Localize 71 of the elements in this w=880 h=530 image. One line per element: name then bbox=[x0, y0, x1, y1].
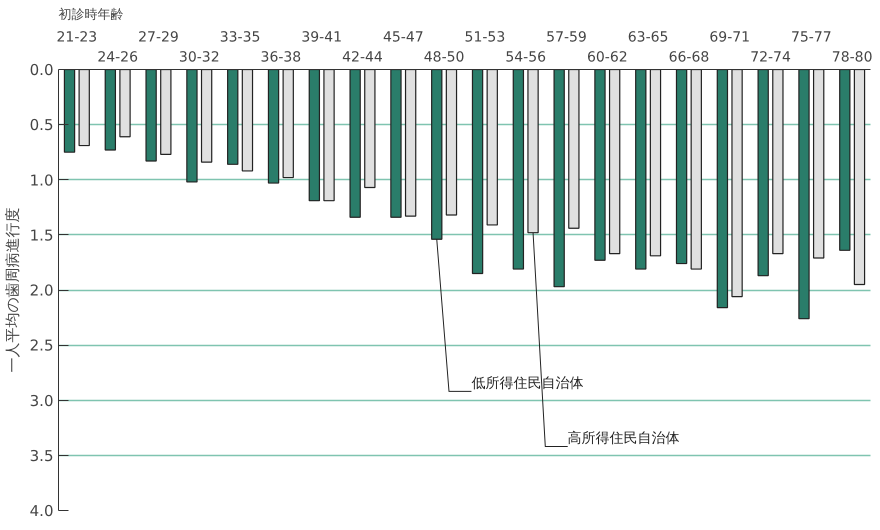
x-tick-label: 21-23 bbox=[56, 30, 98, 46]
x-tick-label: 42-44 bbox=[342, 50, 383, 66]
x-tick-label: 72-74 bbox=[750, 50, 791, 66]
y-tick-label: 4.0 bbox=[30, 502, 54, 520]
bar bbox=[390, 70, 402, 218]
bar bbox=[308, 70, 320, 202]
text: 低所得住民自治体 bbox=[471, 375, 584, 392]
text: 高所得住民自治体 bbox=[568, 430, 680, 447]
bar bbox=[160, 70, 172, 155]
y-tick-label: 3.0 bbox=[30, 392, 54, 410]
bar bbox=[282, 70, 294, 178]
bar bbox=[568, 70, 580, 229]
bar bbox=[486, 70, 498, 226]
x-tick-label: 69-71 bbox=[709, 30, 750, 46]
bar bbox=[227, 70, 238, 165]
y-tick-label: 2.0 bbox=[30, 282, 54, 300]
x-axis-title: 初診時年齢 bbox=[58, 8, 124, 22]
y-tick-label: 1.5 bbox=[30, 226, 54, 244]
x-tick-label: 57-59 bbox=[546, 30, 587, 46]
bar bbox=[839, 70, 850, 251]
x-tick-label: 24-26 bbox=[97, 50, 138, 66]
y-axis-title: 一人平均の歯周病進行度 bbox=[4, 208, 22, 372]
bar bbox=[690, 70, 702, 270]
bar bbox=[404, 70, 416, 217]
bar bbox=[364, 70, 376, 188]
bar bbox=[650, 70, 662, 256]
bar bbox=[798, 70, 810, 320]
bar bbox=[323, 70, 335, 202]
bar bbox=[757, 70, 769, 276]
bar bbox=[854, 70, 866, 286]
bar bbox=[635, 70, 646, 270]
bar bbox=[446, 70, 458, 216]
bar bbox=[64, 70, 76, 153]
bar bbox=[608, 70, 620, 254]
y-tick-label: 0.5 bbox=[30, 116, 54, 134]
bar bbox=[349, 70, 361, 218]
x-tick-label: 78-80 bbox=[832, 50, 872, 66]
x-tick-label: 45-47 bbox=[382, 30, 424, 46]
bar bbox=[731, 70, 743, 298]
bar bbox=[812, 70, 824, 259]
x-tick-label: 75-77 bbox=[790, 30, 832, 46]
bar bbox=[104, 70, 116, 151]
bar bbox=[472, 70, 484, 274]
bar bbox=[78, 70, 90, 146]
bar bbox=[594, 70, 606, 261]
y-tick-label: 0.0 bbox=[30, 61, 54, 79]
bar bbox=[119, 70, 131, 138]
bar bbox=[268, 70, 280, 184]
y-tick-label: 3.5 bbox=[30, 446, 54, 465]
x-tick-label: 30-32 bbox=[178, 50, 220, 66]
bar bbox=[200, 70, 212, 163]
y-tick-label: 2.5 bbox=[30, 336, 54, 355]
bar bbox=[772, 70, 784, 254]
x-tick-label: 66-68 bbox=[668, 50, 710, 66]
x-tick-label: 60-62 bbox=[586, 50, 628, 66]
bar bbox=[145, 70, 157, 162]
x-tick-label: 36-38 bbox=[260, 50, 302, 66]
x-tick-label: 27-29 bbox=[138, 30, 179, 46]
bar bbox=[676, 70, 688, 264]
bar bbox=[186, 70, 198, 183]
bar bbox=[242, 70, 254, 172]
x-tick-label: 39-41 bbox=[301, 30, 342, 46]
bar bbox=[512, 70, 524, 270]
x-tick-label: 63-65 bbox=[628, 30, 668, 46]
y-tick-label: 1.0 bbox=[30, 171, 54, 190]
bar bbox=[553, 70, 565, 288]
x-tick-label: 48-50 bbox=[424, 50, 464, 66]
x-tick-label: 51-53 bbox=[464, 30, 506, 46]
x-tick-label: 54-56 bbox=[505, 50, 546, 66]
x-tick-label: 33-35 bbox=[220, 30, 260, 46]
bar bbox=[716, 70, 728, 308]
